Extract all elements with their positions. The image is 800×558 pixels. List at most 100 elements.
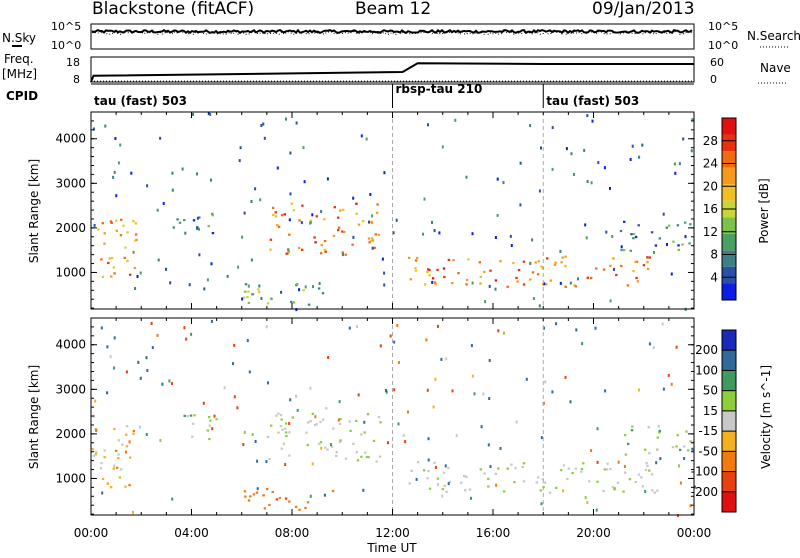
velocity-cell (656, 448, 659, 451)
velocity-cell (311, 462, 314, 466)
power-cell (467, 258, 470, 261)
velocity-cell (537, 476, 540, 479)
velocity-cell (609, 468, 612, 471)
power-cell (609, 299, 612, 303)
power-cell (337, 226, 341, 229)
velocity-colorbar-tick-label: -200 (691, 485, 718, 499)
velocity-cell (256, 459, 259, 463)
velocity-cell (515, 420, 518, 424)
x-tick-label: 16:00 (476, 526, 511, 540)
velocity-ylabel: Slant Range [km] (27, 365, 41, 469)
power-cell (283, 213, 286, 216)
velocity-cell (243, 490, 247, 493)
velocity-colorbar-swatch (722, 431, 736, 452)
velocity-cell (488, 359, 491, 362)
velocity-cell (357, 393, 360, 397)
power-cell (573, 284, 576, 287)
velocity-cell (322, 418, 325, 421)
velocity-cell (156, 333, 159, 337)
velocity-cell (277, 412, 280, 415)
velocity-cell (249, 495, 252, 498)
power-cell (619, 229, 623, 233)
velocity-cell (132, 510, 134, 514)
power-cell (134, 233, 138, 236)
power-cell (198, 216, 201, 219)
power-cell (564, 265, 567, 268)
velocity-cell (128, 484, 131, 487)
velocity-cell (356, 459, 360, 462)
power-colorbar-swatch (722, 266, 736, 284)
velocity-cell (268, 458, 271, 461)
power-cell (274, 211, 277, 214)
velocity-cell (338, 422, 342, 425)
velocity-cell (634, 480, 637, 484)
velocity-cell (641, 485, 644, 488)
velocity-cell (246, 339, 249, 343)
power-cell (540, 146, 542, 150)
velocity-cell (525, 377, 528, 381)
power-cell (684, 235, 687, 239)
velocity-cell (594, 326, 597, 330)
power-cell (241, 235, 244, 239)
power-cell (676, 224, 680, 227)
power-cell (276, 166, 279, 170)
velocity-cell (124, 485, 127, 488)
velocity-cell (648, 342, 651, 346)
velocity-cell (647, 426, 650, 429)
power-cell (247, 290, 250, 293)
power-cell (540, 265, 543, 268)
power-cell (634, 260, 637, 263)
velocity-cell (693, 485, 696, 489)
power-cell (569, 281, 572, 285)
power-cell (301, 248, 304, 251)
velocity-colorbar-swatch (722, 471, 736, 492)
power-cell (241, 297, 244, 301)
velocity-cell (604, 389, 607, 393)
power-cell (564, 285, 567, 288)
velocity-cell (94, 453, 98, 456)
power-cell (471, 232, 474, 236)
velocity-cell (331, 489, 335, 493)
velocity-cell (112, 467, 115, 470)
power-cell (263, 136, 266, 140)
power-cell (620, 264, 623, 268)
velocity-cell (150, 322, 153, 325)
velocity-cell (623, 434, 627, 437)
power-cell (210, 178, 212, 182)
power-cell (319, 252, 323, 255)
velocity-cell (309, 386, 312, 390)
power-cell (242, 296, 246, 299)
velocity-cell (284, 497, 288, 500)
power-cell (414, 267, 417, 270)
velocity-cell (267, 381, 269, 385)
velocity-cell (375, 460, 378, 463)
velocity-cell (233, 395, 236, 399)
power-cell (309, 221, 312, 225)
power-cell (133, 266, 137, 270)
power-cell (332, 234, 336, 237)
power-cell (101, 222, 104, 225)
velocity-cell (118, 476, 122, 479)
power-cell (560, 261, 563, 264)
power-cell (374, 233, 377, 236)
velocity-cell (522, 462, 526, 465)
velocity-cell (562, 489, 565, 493)
power-cell (323, 240, 327, 243)
velocity-cell (294, 505, 298, 508)
power-cell (117, 161, 120, 165)
velocity-cell (242, 443, 245, 446)
power-cell (595, 267, 598, 270)
velocity-cell (535, 481, 538, 484)
power-cell (276, 224, 279, 227)
velocity-cell (335, 454, 338, 458)
velocity-ytick-label: 2000 (55, 427, 86, 441)
power-cell (515, 276, 518, 279)
cpid-segment-label: tau (fast) 503 (94, 94, 187, 108)
power-cell (613, 267, 615, 271)
velocity-cell (671, 446, 675, 449)
power-cell (447, 258, 451, 261)
power-cell (395, 218, 398, 222)
velocity-cell (306, 443, 309, 447)
velocity-cell (437, 324, 439, 328)
